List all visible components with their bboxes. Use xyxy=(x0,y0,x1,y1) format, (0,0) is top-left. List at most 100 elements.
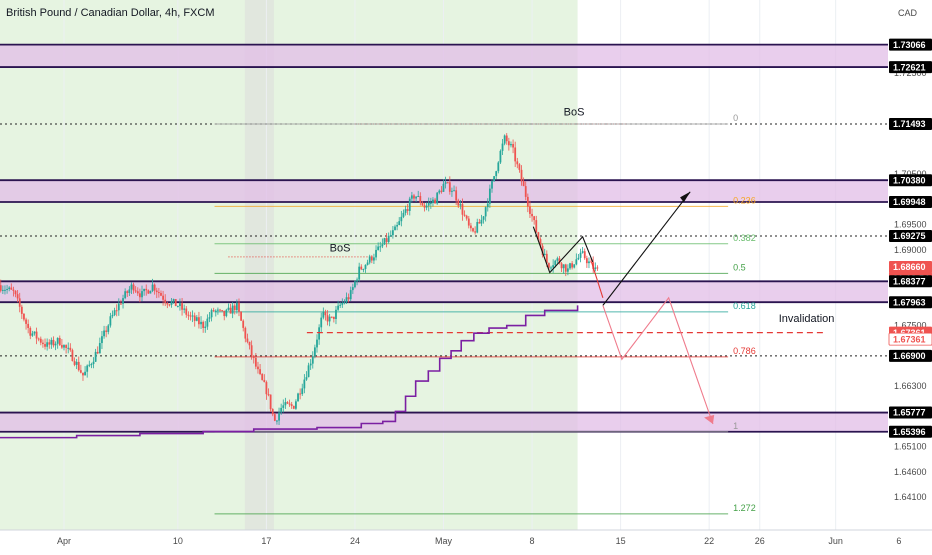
candle-body xyxy=(533,216,536,221)
candle-body xyxy=(385,238,388,242)
candle-body xyxy=(444,182,447,184)
candle-body xyxy=(455,190,458,201)
candle-body xyxy=(579,252,582,258)
candle-body xyxy=(257,366,259,370)
candle-body xyxy=(585,258,588,264)
candle-body xyxy=(202,321,205,328)
candle-body xyxy=(126,291,129,293)
candle-body xyxy=(16,294,19,299)
fib-label-0-236: 0.236 xyxy=(733,195,756,205)
candle-body xyxy=(432,199,434,203)
chart-title: British Pound / Canadian Dollar, 4h, FXC… xyxy=(6,7,215,19)
candle-body xyxy=(157,292,160,294)
demand-zone-mid xyxy=(0,281,888,303)
candle-body xyxy=(577,257,580,260)
candle-body xyxy=(227,307,230,310)
candle-body xyxy=(244,327,247,339)
candle-body xyxy=(6,289,8,291)
fib-label-1-272: 1.272 xyxy=(733,503,756,513)
date-tick-label: 6 xyxy=(896,536,901,546)
candle-body xyxy=(442,183,445,192)
price-tag-label: 1.71493 xyxy=(893,119,926,129)
candle-body xyxy=(400,216,403,222)
candle-body xyxy=(484,207,487,217)
date-tick-label: Apr xyxy=(57,536,71,546)
candle-body xyxy=(497,162,500,172)
price-tick-label: 1.69000 xyxy=(894,245,927,255)
fib-label-0: 0 xyxy=(733,113,738,123)
candle-body xyxy=(84,371,86,376)
price-tag-label: 1.67963 xyxy=(893,297,926,307)
candle-body xyxy=(556,258,559,261)
candle-body xyxy=(387,235,390,242)
candle-body xyxy=(548,263,550,268)
candle-body xyxy=(58,337,61,346)
candle-body xyxy=(362,268,365,270)
candle-body xyxy=(457,200,460,206)
candle-body xyxy=(345,297,348,303)
candle-body xyxy=(453,190,455,192)
price-tag-level xyxy=(889,61,932,74)
candle-body xyxy=(1,289,4,291)
candle-body xyxy=(141,291,143,298)
candle-body xyxy=(191,315,194,317)
candle-body xyxy=(278,412,280,421)
date-tick-label: 10 xyxy=(173,536,183,546)
candle-body xyxy=(324,311,327,316)
annotation-bos: BoS xyxy=(564,107,585,119)
candle-body xyxy=(558,258,561,264)
candle-body xyxy=(290,404,293,406)
price-tag-red-outline xyxy=(888,332,932,346)
price-tag-level xyxy=(889,196,932,209)
candle-body xyxy=(204,326,207,328)
weekend-band xyxy=(244,0,274,530)
candle-body xyxy=(130,284,133,290)
date-tick-label: Jun xyxy=(828,536,843,546)
candle-body xyxy=(73,361,76,365)
candle-body xyxy=(210,310,213,318)
candle-body xyxy=(520,169,523,182)
date-tick-label: 17 xyxy=(261,536,271,546)
candle-body xyxy=(564,264,567,272)
candle-body xyxy=(499,150,502,163)
moving-average-line xyxy=(0,305,579,439)
candle-body xyxy=(554,260,557,266)
candle-body xyxy=(254,357,257,367)
candle-body xyxy=(212,310,215,312)
candle-body xyxy=(145,288,148,291)
price-tag-level xyxy=(889,38,932,51)
candle-body xyxy=(134,290,137,292)
candle-body xyxy=(467,218,470,226)
candle-body xyxy=(56,337,59,344)
candle-body xyxy=(240,311,242,321)
candle-body xyxy=(63,345,65,348)
candle-body xyxy=(103,330,105,337)
candle-body xyxy=(269,394,272,410)
candle-body xyxy=(451,190,453,192)
demand-zone-low xyxy=(0,412,888,432)
candle-body xyxy=(392,230,394,236)
candle-body xyxy=(139,293,141,298)
candle-body xyxy=(136,291,139,294)
candle-body xyxy=(398,221,401,226)
candle-body xyxy=(486,203,489,208)
price-tick-label: 1.70500 xyxy=(894,169,927,179)
fibonacci-layer: 0 0.236 0.382 0.5 0.618 0.786 1 1.272 xyxy=(214,113,756,515)
candle-body xyxy=(35,331,38,339)
candle-body xyxy=(529,206,531,214)
candle-body xyxy=(539,239,542,246)
candle-body xyxy=(195,317,198,321)
candle-body xyxy=(368,256,371,263)
candle-body xyxy=(33,331,36,334)
annotation-invalidation: Invalidation xyxy=(779,313,835,325)
candle-body xyxy=(214,310,217,312)
candle-body xyxy=(373,257,375,261)
candle-body xyxy=(408,198,411,211)
price-tick-label: 1.72500 xyxy=(894,68,927,78)
candle-body xyxy=(29,327,32,336)
date-tick-label: 15 xyxy=(616,536,626,546)
candle-body xyxy=(415,196,417,199)
candle-body xyxy=(419,195,422,203)
